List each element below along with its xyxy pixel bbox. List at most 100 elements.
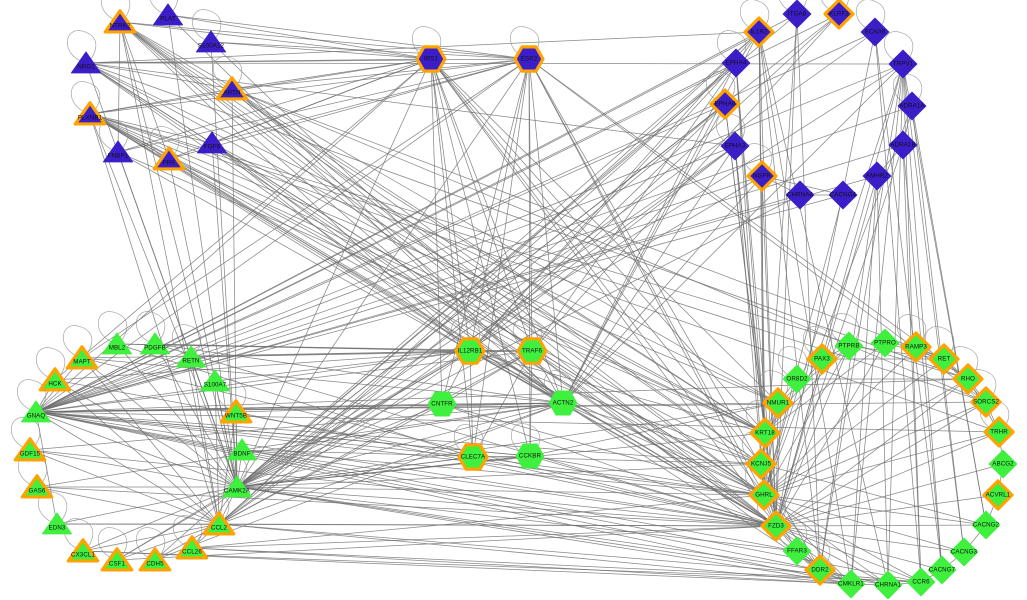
graph-node-abcg2[interactable] <box>988 449 1018 479</box>
self-loop-edge <box>100 0 131 23</box>
graph-node-trpv1[interactable] <box>888 49 918 79</box>
self-loop-edge <box>191 9 222 43</box>
graph-node-cmklr1[interactable] <box>836 569 866 599</box>
graph-node-esr2[interactable] <box>513 45 545 73</box>
graph-edge <box>218 523 922 583</box>
node-layer[interactable] <box>13 0 1018 600</box>
graph-node-gdf15[interactable] <box>13 437 47 462</box>
self-loop-edge <box>199 491 230 525</box>
graph-node-gas6[interactable] <box>20 474 54 499</box>
graph-node-gnaq[interactable] <box>20 400 52 423</box>
graph-node-or8d2[interactable] <box>782 364 812 394</box>
graph-node-itga8[interactable] <box>782 0 812 29</box>
graph-node-il1r2[interactable] <box>743 16 775 48</box>
graph-edge <box>35 175 878 413</box>
graph-node-amhr2[interactable] <box>862 161 892 191</box>
graph-node-actn2[interactable] <box>548 390 578 416</box>
graph-node-camk2a[interactable] <box>221 475 253 498</box>
graph-node-ret[interactable] <box>928 343 960 375</box>
graph-edge <box>35 194 844 413</box>
graph-node-cdh5[interactable] <box>138 547 172 572</box>
graph-edge <box>35 31 876 413</box>
graph-node-ptpro[interactable] <box>870 328 900 358</box>
graph-edge <box>81 357 564 404</box>
graph-node-cntfr[interactable] <box>427 391 457 417</box>
graph-node-il12rb1[interactable] <box>454 337 486 365</box>
graph-node-nmur1[interactable] <box>762 387 794 419</box>
graph-node-scn3b[interactable] <box>860 17 890 47</box>
graph-edge <box>236 145 736 488</box>
graph-node-epha6[interactable] <box>709 88 741 120</box>
graph-edge <box>85 62 766 434</box>
graph-node-cacng4[interactable] <box>828 180 858 210</box>
graph-node-nrg1[interactable] <box>70 51 102 74</box>
graph-node-ccl2[interactable] <box>202 511 236 536</box>
graph-node-plxnb1[interactable] <box>73 101 107 126</box>
graph-node-frk[interactable] <box>152 146 186 171</box>
graph-node-ffar3[interactable] <box>782 536 812 566</box>
graph-edge <box>89 113 213 144</box>
graph-node-adra1a[interactable] <box>897 91 927 121</box>
graph-node-retn[interactable] <box>175 345 207 368</box>
graph-node-wnt5b[interactable] <box>219 399 253 424</box>
graph-node-csf1[interactable] <box>100 547 134 572</box>
graph-node-mapt[interactable] <box>65 345 99 370</box>
graph-node-chrna4[interactable] <box>785 180 815 210</box>
graph-edge <box>874 31 943 571</box>
graph-edge <box>735 62 766 434</box>
graph-node-fgf6[interactable] <box>196 131 228 154</box>
graph-node-ntrk2[interactable] <box>103 9 137 34</box>
graph-edge <box>764 432 777 527</box>
graph-node-ptprb[interactable] <box>834 331 864 361</box>
graph-node-fnbp1[interactable] <box>102 140 134 163</box>
graph-edge <box>89 113 766 434</box>
graph-node-acvrl1[interactable] <box>982 479 1014 511</box>
graph-node-hck[interactable] <box>38 367 72 392</box>
graph-node-ccr6[interactable] <box>906 567 936 597</box>
graph-node-epha4[interactable] <box>721 48 751 78</box>
graph-node-edn3[interactable] <box>41 512 73 535</box>
graph-edge <box>796 13 821 571</box>
graph-node-cacng2[interactable] <box>971 510 1001 540</box>
graph-node-sorcs2[interactable] <box>970 386 1002 418</box>
graph-edge <box>763 358 945 496</box>
graph-node-krt18[interactable] <box>749 417 781 449</box>
graph-node-pdgfb[interactable] <box>139 332 171 355</box>
graph-node-chrna1[interactable] <box>873 570 903 600</box>
graph-edge <box>758 31 777 527</box>
graph-node-ccl26[interactable] <box>175 535 209 560</box>
graph-node-cacng7[interactable] <box>927 555 957 585</box>
graph-node-rho[interactable] <box>952 363 984 395</box>
graph-node-cx3cl1[interactable] <box>66 538 100 563</box>
graph-node-s100a12[interactable] <box>195 30 227 53</box>
graph-node-pax3[interactable] <box>806 343 838 375</box>
graph-edge <box>82 486 238 552</box>
graph-node-plat[interactable] <box>152 3 184 26</box>
graph-edge <box>116 350 471 561</box>
graph-node-irs1[interactable] <box>415 45 447 73</box>
graph-node-kcnj5[interactable] <box>745 448 777 480</box>
graph-edge <box>168 58 530 160</box>
graph-node-ngfr[interactable] <box>746 160 778 192</box>
graph-edge <box>763 105 913 496</box>
graph-node-clec7a[interactable] <box>457 443 489 471</box>
graph-node-mbl2[interactable] <box>101 332 133 355</box>
graph-node-trhr[interactable] <box>983 416 1015 448</box>
graph-node-adra1b[interactable] <box>888 130 918 160</box>
self-loop-edge <box>66 30 97 64</box>
graph-node-artn[interactable] <box>215 76 249 101</box>
graph-node-cacng3[interactable] <box>949 537 979 567</box>
graph-node-fzd3[interactable] <box>760 510 792 542</box>
graph-node-ramp3[interactable] <box>900 331 932 363</box>
graph-node-s100a7[interactable] <box>199 369 231 392</box>
graph-node-cckbr[interactable] <box>515 443 545 469</box>
graph-node-klrf2[interactable] <box>823 0 855 30</box>
graph-node-ddr2[interactable] <box>804 554 836 586</box>
graph-node-ghrl[interactable] <box>748 479 780 511</box>
graph-node-bdnf[interactable] <box>226 438 258 461</box>
graph-node-traf6[interactable] <box>516 337 548 365</box>
graph-node-epha3[interactable] <box>720 131 750 161</box>
graph-edge <box>819 175 878 571</box>
